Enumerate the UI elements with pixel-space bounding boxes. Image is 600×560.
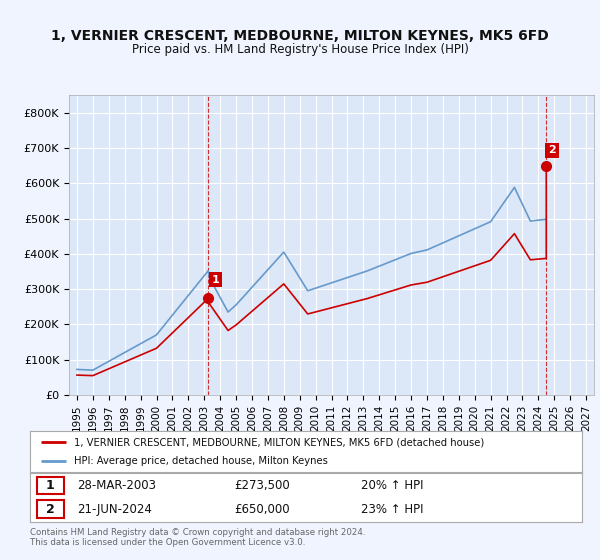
- FancyBboxPatch shape: [37, 477, 64, 494]
- Text: 2: 2: [46, 503, 55, 516]
- Text: 28-MAR-2003: 28-MAR-2003: [77, 479, 156, 492]
- Text: 1, VERNIER CRESCENT, MEDBOURNE, MILTON KEYNES, MK5 6FD (detached house): 1, VERNIER CRESCENT, MEDBOURNE, MILTON K…: [74, 437, 484, 447]
- Text: 1: 1: [46, 479, 55, 492]
- Text: Contains HM Land Registry data © Crown copyright and database right 2024.
This d: Contains HM Land Registry data © Crown c…: [30, 528, 365, 547]
- Text: 2: 2: [548, 146, 556, 155]
- Text: 1: 1: [212, 274, 220, 284]
- Text: 23% ↑ HPI: 23% ↑ HPI: [361, 503, 424, 516]
- Text: Price paid vs. HM Land Registry's House Price Index (HPI): Price paid vs. HM Land Registry's House …: [131, 43, 469, 56]
- Text: £650,000: £650,000: [234, 503, 290, 516]
- Text: HPI: Average price, detached house, Milton Keynes: HPI: Average price, detached house, Milt…: [74, 456, 328, 465]
- Text: £273,500: £273,500: [234, 479, 290, 492]
- FancyBboxPatch shape: [37, 500, 64, 518]
- Text: 20% ↑ HPI: 20% ↑ HPI: [361, 479, 424, 492]
- Text: 1, VERNIER CRESCENT, MEDBOURNE, MILTON KEYNES, MK5 6FD: 1, VERNIER CRESCENT, MEDBOURNE, MILTON K…: [51, 29, 549, 43]
- Text: 21-JUN-2024: 21-JUN-2024: [77, 503, 152, 516]
